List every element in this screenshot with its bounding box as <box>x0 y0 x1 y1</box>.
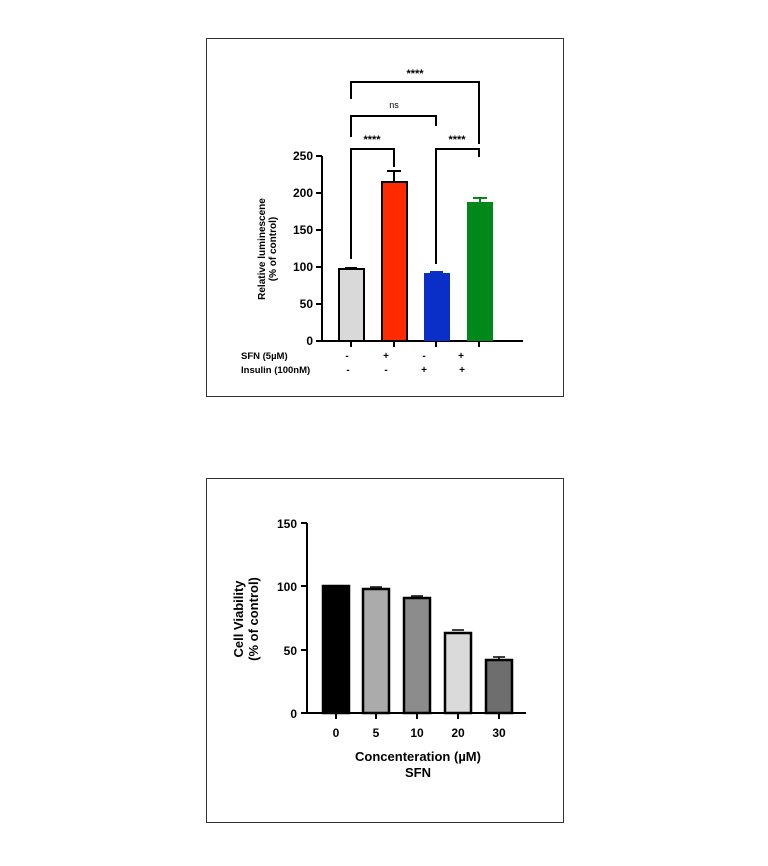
luminescence-chart: 0 50 100 150 200 250 Relative luminescen… <box>241 68 523 376</box>
bar-30uM <box>484 658 514 715</box>
x-tick-label: 5 <box>373 726 380 740</box>
cell-viability-chart: 0 50 100 150 Cell Viability (% of contro… <box>231 517 526 780</box>
x-tick-label: 20 <box>451 726 465 740</box>
x-tick-label: 30 <box>492 726 506 740</box>
y-axis-title: Cell Viability (% of control) <box>231 577 261 661</box>
y-axis-title-line1: Relative luminescene <box>257 198 268 300</box>
error-bars <box>345 170 487 273</box>
condition-sign: + <box>383 351 389 362</box>
condition-label-insulin: Insulin (100nM) <box>241 365 310 376</box>
sig-label-0-3: **** <box>406 68 424 80</box>
sig-label-2-3: **** <box>448 134 466 146</box>
bars <box>338 181 493 342</box>
cell-viability-chart-panel: 0 50 100 150 Cell Viability (% of contro… <box>206 478 564 823</box>
y-tick-label: 50 <box>300 297 314 311</box>
y-axis-title-line2: (% of control) <box>268 217 279 281</box>
condition-sign: - <box>384 365 387 376</box>
y-tick-label: 50 <box>284 644 298 658</box>
bar-10uM <box>402 596 432 715</box>
error-bars <box>370 586 505 660</box>
y-tick-label: 250 <box>293 149 313 163</box>
bar-sfn-insulin <box>467 202 493 341</box>
condition-sign: + <box>421 365 427 376</box>
condition-sign: - <box>422 351 425 362</box>
sig-label-0-2: ns <box>389 100 399 110</box>
y-axis-title: Relative luminescene (% of control) <box>257 198 279 300</box>
y-tick-label: 150 <box>277 517 297 531</box>
condition-sign: + <box>458 351 464 362</box>
y-axis-title-line1: Cell Viability <box>231 580 246 658</box>
condition-table: SFN (5µM) Insulin (100nM) - + - + - - + … <box>241 351 465 376</box>
bar-insulin <box>424 273 450 341</box>
x-tick-label: 0 <box>333 726 340 740</box>
y-tick-label: 100 <box>293 260 313 274</box>
bar-sfn <box>381 181 408 342</box>
luminescence-chart-panel: 0 50 100 150 200 250 Relative luminescen… <box>206 38 564 397</box>
significance-labels: **** **** ns **** <box>363 68 466 146</box>
x-tick-label: 10 <box>410 726 424 740</box>
bar-5uM <box>361 587 391 715</box>
x-axis-title: Concenteration (µM) SFN <box>355 749 481 780</box>
bar-20uM <box>443 631 473 715</box>
y-tick-labels: 0 50 100 150 200 250 <box>293 149 313 348</box>
bar-0uM <box>321 584 351 715</box>
x-axis-title-line1: Concenteration (µM) <box>355 749 481 764</box>
x-axis-title-line2: SFN <box>405 765 431 780</box>
significance-brackets <box>350 81 480 264</box>
condition-sign: + <box>459 365 465 376</box>
y-tick-labels: 0 50 100 150 <box>277 517 297 721</box>
y-axis <box>316 155 323 342</box>
y-axis-title-line2: (% of control) <box>246 577 261 661</box>
condition-sign: - <box>345 351 348 362</box>
condition-sign: - <box>346 365 349 376</box>
y-axis <box>301 522 308 714</box>
y-tick-label: 100 <box>277 580 297 594</box>
bar-control <box>338 268 365 342</box>
x-tick-labels: 0 5 10 20 30 <box>333 726 506 740</box>
y-tick-label: 0 <box>306 334 313 348</box>
bars <box>321 584 514 715</box>
condition-label-sfn: SFN (5µM) <box>241 351 288 362</box>
sig-label-0-1: **** <box>363 134 381 146</box>
y-tick-label: 200 <box>293 186 313 200</box>
y-tick-label: 150 <box>293 223 313 237</box>
y-tick-label: 0 <box>290 707 297 721</box>
